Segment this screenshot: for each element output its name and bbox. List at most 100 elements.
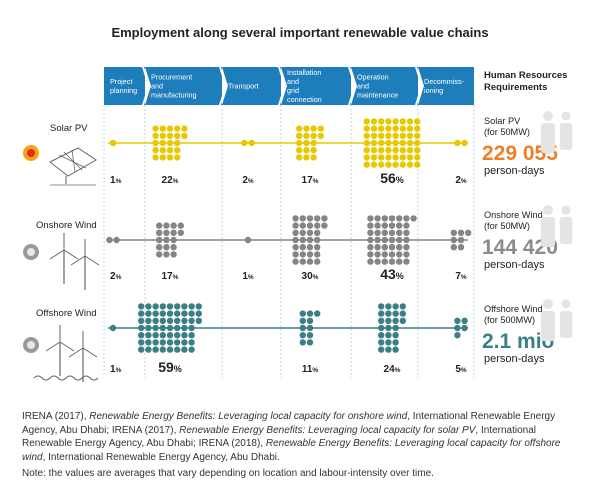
employment-dot: [138, 332, 145, 339]
employment-dot: [248, 139, 255, 147]
percent-label: 30%: [302, 271, 319, 282]
employment-dot: [317, 132, 324, 139]
employment-dot: [314, 222, 321, 229]
employment-dot: [388, 244, 396, 251]
row-icons: [23, 145, 100, 382]
employment-dot: [388, 229, 396, 236]
percent-label: 1%: [110, 364, 122, 375]
percent-label: 1%: [242, 271, 254, 282]
employment-dot: [159, 303, 166, 310]
employment-dot: [159, 332, 166, 339]
employment-dot: [166, 339, 174, 346]
stage-label-2: Procurement and manufacturing: [151, 73, 197, 100]
hr-unit: person-days: [484, 353, 545, 365]
offshore-turbine-2-blade: [68, 347, 84, 358]
employment-dot: [188, 339, 195, 346]
employment-dot: [145, 317, 152, 324]
employment-dot: [241, 139, 248, 147]
employment-dot: [367, 251, 374, 258]
percent-label: 2%: [110, 271, 122, 282]
employment-dot: [195, 317, 202, 324]
employment-dot: [188, 346, 195, 353]
employment-dot: [378, 154, 385, 161]
employment-dot: [181, 324, 188, 332]
employment-dot: [109, 324, 117, 332]
employment-dot: [166, 125, 174, 132]
employment-dot: [374, 244, 381, 251]
employment-dot: [306, 258, 314, 265]
employment-dot: [457, 244, 465, 251]
employment-dot: [403, 215, 410, 222]
employment-dot: [159, 317, 166, 324]
employment-dot: [385, 147, 392, 154]
employment-dot: [299, 244, 306, 251]
wave-icon: [33, 375, 99, 381]
sun-core: [27, 149, 35, 157]
employment-dot: [156, 244, 163, 251]
employment-dot: [406, 139, 414, 147]
employment-dot: [388, 222, 396, 229]
employment-dot: [170, 229, 177, 236]
employment-dot: [367, 215, 374, 222]
offshore-turbine-blade: [59, 341, 75, 352]
solar-panel-icon: [49, 147, 97, 177]
employment-dot: [392, 332, 399, 339]
employment-dot: [378, 161, 385, 168]
employment-dot: [454, 139, 461, 147]
employment-dot: [170, 244, 177, 251]
percent-label: 22%: [162, 175, 179, 186]
employment-dot: [381, 258, 388, 265]
employment-dot: [378, 147, 385, 154]
source-text-2: , International Renewable Energy Agency,…: [22, 411, 556, 436]
employment-dot: [181, 317, 188, 324]
employment-dot: [314, 310, 321, 317]
employment-dot: [306, 339, 314, 346]
employment-dot: [292, 244, 299, 251]
hr-capacity: (for 50MW): [484, 127, 530, 137]
employment-dot: [310, 147, 317, 154]
stage-chevron-edge: [415, 67, 423, 105]
employment-dot: [195, 310, 202, 317]
employment-dot: [385, 332, 392, 339]
person-icon: [543, 299, 553, 309]
employment-dot: [403, 236, 410, 244]
source-title-2: Renewable Energy Benefits: Leveraging lo…: [179, 424, 476, 436]
hr-total: 2.1 mio: [482, 330, 554, 353]
employment-dot: [163, 222, 170, 229]
stage-chevron-edge: [142, 67, 150, 105]
employment-dot: [152, 339, 159, 346]
employment-dot: [461, 317, 468, 324]
employment-dot: [145, 339, 152, 346]
employment-dot: [374, 236, 381, 244]
employment-dot: [303, 125, 310, 132]
employment-dot: [310, 154, 317, 161]
employment-dot: [406, 125, 414, 132]
stage-banner: Project planning Procurement and manufacturi…: [103, 67, 475, 378]
employment-dot: [378, 310, 385, 317]
solar-panel-grid: [58, 154, 87, 169]
employment-dot: [381, 244, 388, 251]
employment-dot: [296, 147, 303, 154]
employment-dot: [166, 317, 174, 324]
employment-dot: [299, 317, 306, 324]
employment-dot: [406, 154, 414, 161]
employment-dot: [292, 222, 299, 229]
employment-dot: [159, 324, 166, 332]
employment-dot: [145, 346, 152, 353]
employment-dot: [403, 258, 410, 265]
employment-dot: [299, 310, 306, 317]
employment-dot: [414, 154, 421, 161]
employment-dot: [166, 132, 174, 139]
employment-dot: [381, 222, 388, 229]
employment-dot: [381, 251, 388, 258]
employment-dot: [306, 310, 314, 317]
employment-dot: [177, 229, 184, 236]
employment-dot: [152, 317, 159, 324]
percent-label: 11%: [302, 364, 319, 375]
employment-dot: [410, 215, 417, 222]
employment-dot: [317, 125, 324, 132]
employment-dot: [399, 125, 406, 132]
percent-label: 2%: [455, 175, 467, 186]
stage-label-4: Installation and grid connection: [287, 68, 322, 104]
